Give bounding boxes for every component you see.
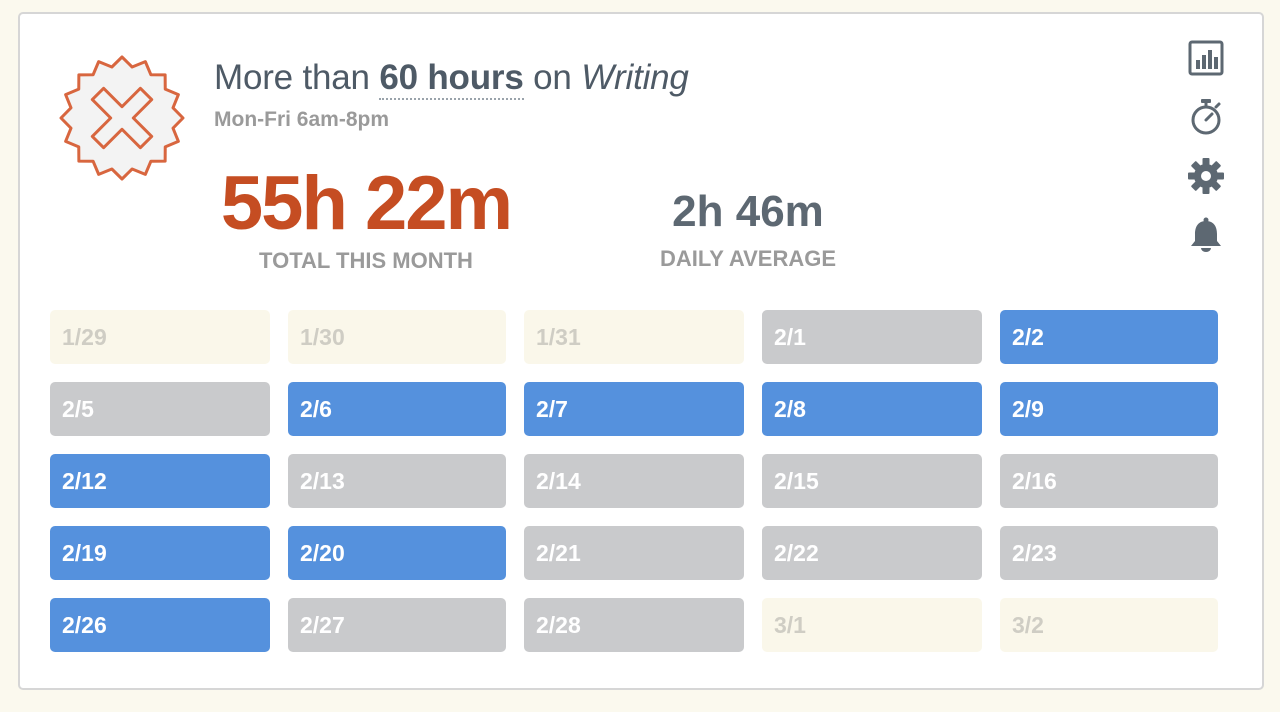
calendar-day-2-16[interactable]: 2/16: [1000, 454, 1218, 508]
calendar-day-1-30[interactable]: 1/30: [288, 310, 506, 364]
calendar-day-2-26[interactable]: 2/26: [50, 598, 270, 652]
stopwatch-icon[interactable]: [1186, 97, 1226, 137]
calendar-day-2-21[interactable]: 2/21: [524, 526, 744, 580]
total-label: TOTAL THIS MONTH: [259, 248, 473, 273]
total-stat: 55h 22m TOTAL THIS MONTH: [196, 164, 536, 274]
calendar-day-2-9[interactable]: 2/9: [1000, 382, 1218, 436]
calendar-day-2-14[interactable]: 2/14: [524, 454, 744, 508]
calendar-day-1-31[interactable]: 1/31: [524, 310, 744, 364]
goal-activity: Writing: [581, 58, 689, 97]
calendar-day-2-20[interactable]: 2/20: [288, 526, 506, 580]
calendar-day-2-19[interactable]: 2/19: [50, 526, 270, 580]
calendar-day-2-23[interactable]: 2/23: [1000, 526, 1218, 580]
calendar-day-2-7[interactable]: 2/7: [524, 382, 744, 436]
calendar-day-2-8[interactable]: 2/8: [762, 382, 982, 436]
goal-title: More than 60 hours on Writing: [214, 58, 689, 100]
failed-x-badge-icon: [59, 55, 185, 181]
calendar-day-2-2[interactable]: 2/2: [1000, 310, 1218, 364]
average-value: 2h 46m: [672, 187, 824, 236]
side-toolbar: [1186, 38, 1230, 274]
calendar-day-2-27[interactable]: 2/27: [288, 598, 506, 652]
average-label: DAILY AVERAGE: [659, 246, 837, 271]
calendar-day-1-29[interactable]: 1/29: [50, 310, 270, 364]
bell-icon[interactable]: [1186, 215, 1226, 255]
average-stat: 2h 46m DAILY AVERAGE: [636, 184, 860, 272]
calendar-day-2-22[interactable]: 2/22: [762, 526, 982, 580]
total-value: 55h 22m: [220, 161, 513, 246]
gear-icon[interactable]: [1186, 156, 1226, 196]
calendar-day-2-12[interactable]: 2/12: [50, 454, 270, 508]
calendar-day-2-1[interactable]: 2/1: [762, 310, 982, 364]
goal-hours[interactable]: 60 hours: [379, 58, 524, 100]
goal-connector: on: [533, 58, 572, 97]
calendar-day-2-15[interactable]: 2/15: [762, 454, 982, 508]
calendar-day-2-28[interactable]: 2/28: [524, 598, 744, 652]
calendar-day-3-2[interactable]: 3/2: [1000, 598, 1218, 652]
goal-card: More than 60 hours on Writing Mon-Fri 6a…: [18, 12, 1264, 690]
calendar-day-2-5[interactable]: 2/5: [50, 382, 270, 436]
goal-prefix: More than: [214, 58, 370, 97]
goal-schedule: Mon-Fri 6am-8pm: [214, 108, 390, 131]
calendar-day-3-1[interactable]: 3/1: [762, 598, 982, 652]
calendar-day-2-13[interactable]: 2/13: [288, 454, 506, 508]
calendar-day-2-6[interactable]: 2/6: [288, 382, 506, 436]
bar-chart-icon[interactable]: [1186, 38, 1226, 78]
